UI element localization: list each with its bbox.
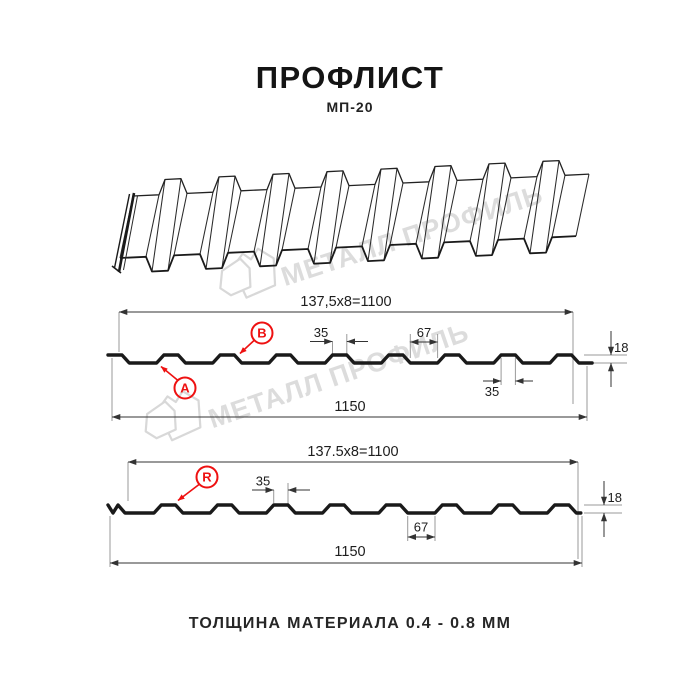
- cross-section-top: 137,5x8=1100 35 67 18 35 1150 A B: [106, 294, 628, 421]
- svg-text:A: A: [180, 381, 190, 396]
- callout-r: R: [177, 465, 219, 502]
- brand-logo-icon: [219, 247, 277, 299]
- svg-text:B: B: [257, 326, 266, 341]
- material-thickness-note: ТОЛЩИНА МАТЕРИАЛА 0.4 - 0.8 ММ: [188, 615, 512, 632]
- cross-section-bottom: 137.5x8=1100 35 67 18 1150 R: [106, 444, 622, 567]
- page-title: ПРОФЛИСТ: [255, 60, 445, 95]
- brand-watermark: МЕТАЛЛ ПРОФИЛЬ: [144, 317, 473, 442]
- dim-rib-top: 35: [256, 474, 270, 489]
- profile-outline: [106, 503, 583, 515]
- dim-rib-bottom: 35: [485, 384, 499, 399]
- profile-3d-sketch: [111, 159, 590, 274]
- dimension-lines: [109, 459, 607, 566]
- dim-total-width: 1150: [334, 399, 365, 415]
- svg-text:R: R: [202, 470, 212, 485]
- dim-total-width: 1150: [334, 544, 365, 560]
- dim-rib-top: 35: [314, 325, 328, 340]
- profile-outline: [106, 353, 594, 365]
- dim-valley: 67: [417, 325, 431, 340]
- dimension-lines: [111, 309, 614, 420]
- dim-valley: 67: [414, 520, 428, 535]
- dim-width-formula: 137,5x8=1100: [300, 294, 391, 310]
- brand-logo-icon: [144, 390, 202, 442]
- dim-width-formula: 137.5x8=1100: [307, 444, 398, 460]
- dim-height: 18: [614, 340, 628, 355]
- dim-height: 18: [608, 490, 622, 505]
- callout-b: B: [239, 321, 274, 355]
- profile-model-subtitle: МП-20: [326, 99, 374, 115]
- callout-a: A: [160, 365, 197, 400]
